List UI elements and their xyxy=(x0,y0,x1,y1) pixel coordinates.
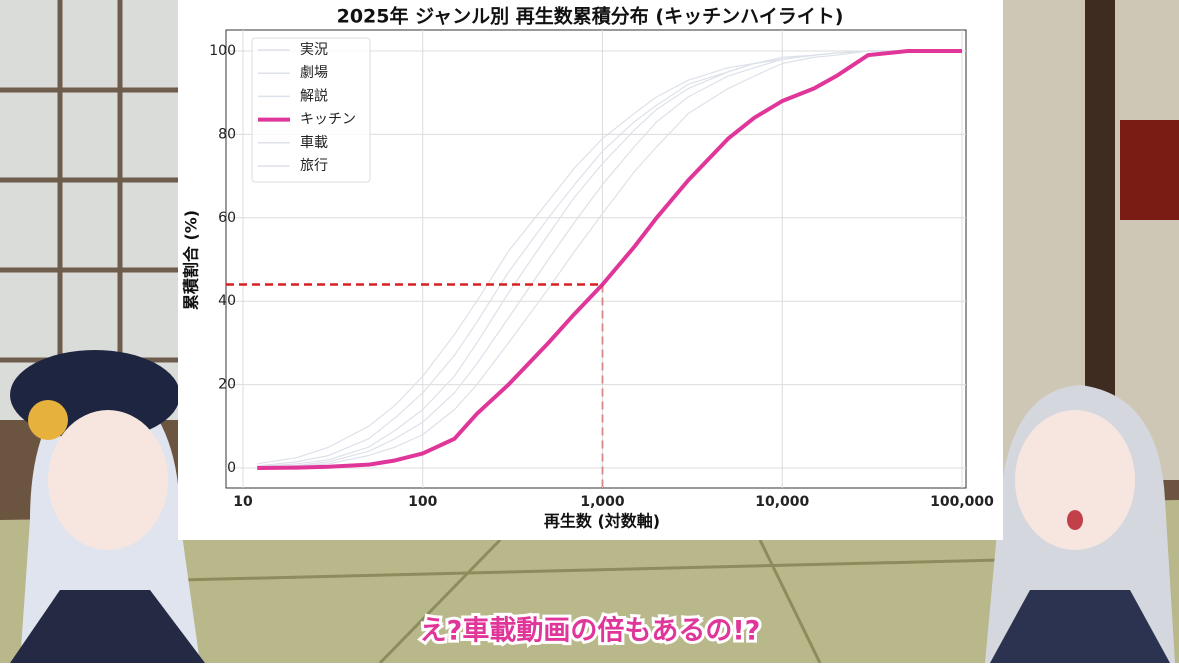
tatami-lines xyxy=(179,538,1001,665)
x-tick-label: 100 xyxy=(408,494,437,510)
y-tick-label: 0 xyxy=(227,460,236,476)
plot-area: 0 20 40 60 80 100 10 100 1,000 10,000 100,000 実況劇場解… xyxy=(209,29,994,510)
series-line xyxy=(257,49,962,470)
character-right xyxy=(955,385,1175,663)
alcove xyxy=(1120,120,1179,220)
shoji xyxy=(0,0,180,420)
y-tick-label: 20 xyxy=(218,377,236,393)
legend-label: 解説 xyxy=(300,88,328,104)
legend-label: キッチン xyxy=(300,112,356,128)
y-tick-label: 40 xyxy=(218,293,236,309)
legend-label: 旅行 xyxy=(300,158,328,174)
legend-label: 劇場 xyxy=(300,65,328,81)
series-line xyxy=(257,50,962,465)
series-line xyxy=(257,50,962,468)
tatami xyxy=(0,500,1179,663)
y-tick-label: 100 xyxy=(209,43,236,59)
character-left xyxy=(10,350,205,663)
x-tick-label: 10,000 xyxy=(755,494,809,510)
x-tick-label: 1,000 xyxy=(580,494,625,510)
y-tick-label: 60 xyxy=(218,210,236,226)
x-tick-label: 100,000 xyxy=(930,494,994,510)
subtitle-caption: え?車載動画の倍もあるの!? xyxy=(420,615,761,647)
chart-title: 2025年 ジャンル別 再生数累積分布 (キッチンハイライト) xyxy=(337,5,844,28)
y-tick-label: 80 xyxy=(218,126,236,142)
legend-box xyxy=(251,37,371,183)
legend-label: 実況 xyxy=(300,42,328,58)
x-tick-label: 10 xyxy=(233,494,253,510)
plot-frame xyxy=(225,29,967,489)
x-axis-label: 再生数 (対数軸) xyxy=(544,512,660,531)
shoji-frame xyxy=(0,0,180,420)
legend-label: 車載 xyxy=(300,134,328,151)
y-axis-label: 累積割合 (%) xyxy=(182,210,201,310)
